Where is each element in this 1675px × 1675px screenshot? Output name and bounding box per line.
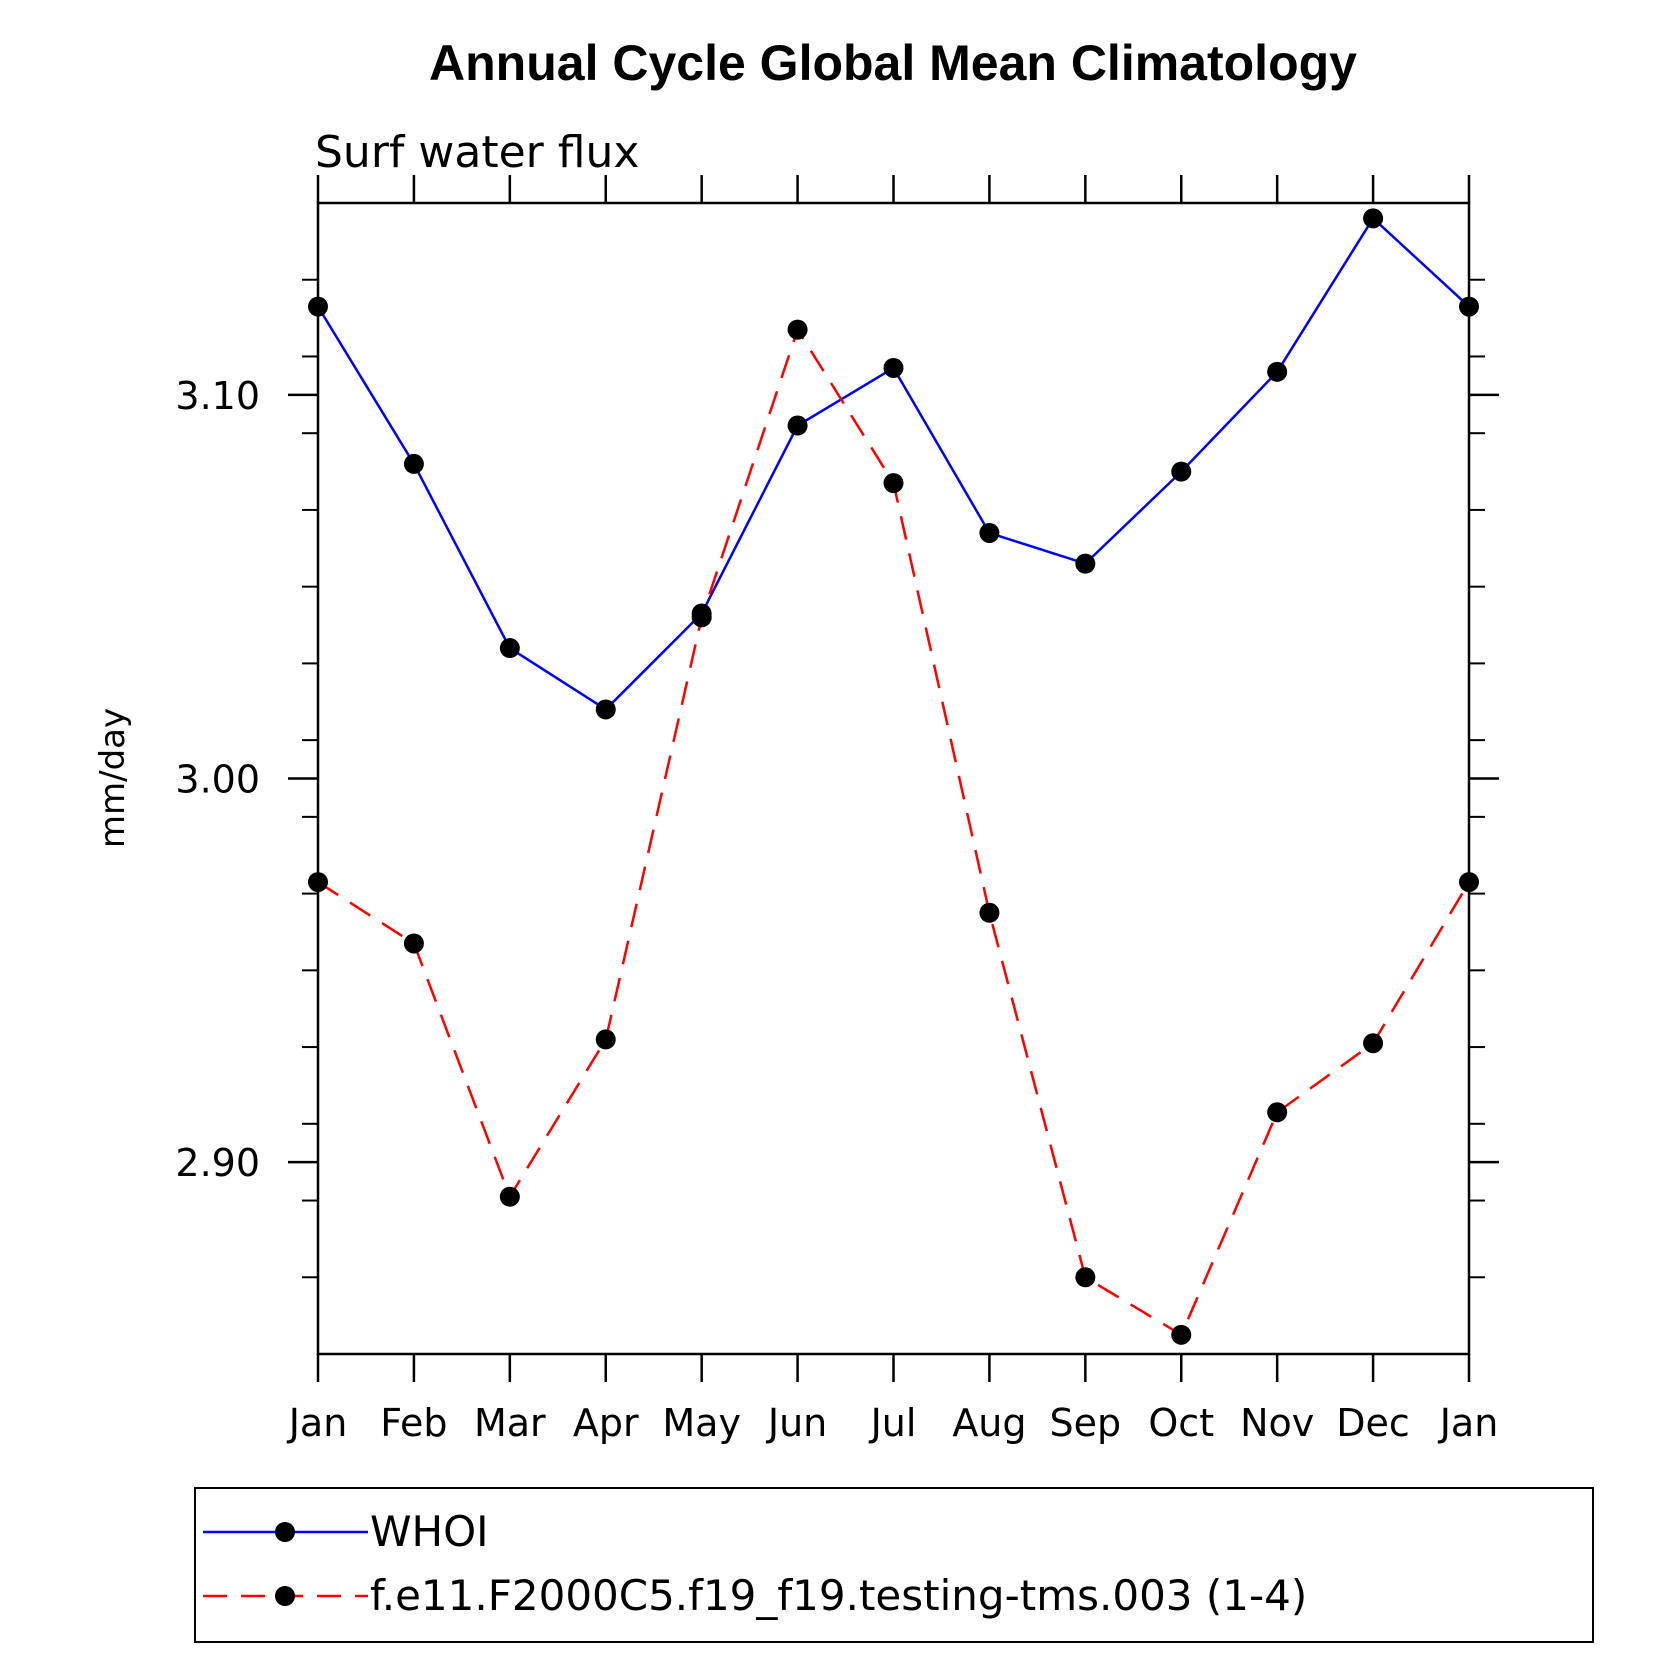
data-point-series-0 xyxy=(1459,296,1479,317)
data-point-series-0 xyxy=(1267,361,1288,382)
y-tick-label: 3.10 xyxy=(175,374,260,418)
x-tick-label: Oct xyxy=(1148,1401,1214,1445)
legend-marker-model xyxy=(275,1586,295,1606)
data-point-series-1 xyxy=(499,1186,520,1207)
data-point-series-0 xyxy=(595,699,616,720)
x-tick-label: Jan xyxy=(287,1401,348,1445)
x-tick-label: Dec xyxy=(1336,1401,1410,1445)
x-tick-label: May xyxy=(662,1401,741,1445)
data-point-series-1 xyxy=(1363,1033,1384,1054)
series-points xyxy=(308,208,1479,1345)
chart-subtitle: Surf water flux xyxy=(315,127,639,178)
x-tick-label: Aug xyxy=(952,1401,1026,1445)
data-point-series-1 xyxy=(1075,1267,1096,1288)
y-tick-label: 2.90 xyxy=(175,1141,260,1185)
legend-label-model: f.e11.F2000C5.f19_f19.testing-tms.003 (1… xyxy=(370,1571,1307,1620)
axis-ticks xyxy=(288,175,1499,1382)
data-point-series-0 xyxy=(979,522,1000,543)
data-point-series-1 xyxy=(883,473,904,494)
data-point-series-0 xyxy=(883,357,904,378)
legend-marker-whoi xyxy=(275,1522,295,1542)
data-point-series-0 xyxy=(1075,553,1096,574)
data-point-series-1 xyxy=(1267,1102,1288,1123)
x-tick-label: Jun xyxy=(766,1401,827,1445)
data-point-series-0 xyxy=(308,296,328,317)
legend-label-whoi: WHOI xyxy=(370,1507,489,1556)
data-point-series-0 xyxy=(1363,208,1384,229)
x-tick-label: Mar xyxy=(474,1401,546,1445)
data-point-series-0 xyxy=(787,415,808,436)
data-point-series-1 xyxy=(403,933,424,954)
data-point-series-1 xyxy=(691,607,712,628)
legend: WHOI f.e11.F2000C5.f19_f19.testing-tms.0… xyxy=(194,1487,1594,1643)
legend-box xyxy=(194,1487,1594,1643)
x-tick-label: Feb xyxy=(380,1401,447,1445)
chart-title: Annual Cycle Global Mean Climatology xyxy=(429,35,1357,91)
data-point-series-1 xyxy=(1459,872,1479,893)
data-point-series-0 xyxy=(403,453,424,474)
data-point-series-0 xyxy=(1171,461,1192,482)
y-tick-label: 3.00 xyxy=(175,758,260,802)
x-tick-label: Jan xyxy=(1438,1401,1499,1445)
y-axis-label: mm/day xyxy=(93,708,133,848)
x-tick-labels: Jan Feb Mar Apr May Jun Jul Aug Sep Oct Nov Dec Jan xyxy=(287,1401,1499,1445)
x-tick-label: Apr xyxy=(573,1401,639,1445)
x-tick-label: Nov xyxy=(1240,1401,1314,1445)
data-point-series-1 xyxy=(595,1029,616,1050)
data-point-series-1 xyxy=(1171,1324,1192,1345)
data-point-series-1 xyxy=(979,902,1000,923)
x-tick-label: Sep xyxy=(1050,1401,1122,1445)
data-point-series-0 xyxy=(499,638,520,659)
data-point-series-1 xyxy=(787,319,808,340)
series-lines xyxy=(316,216,1471,1337)
y-tick-labels: 2.90 3.00 3.10 xyxy=(175,374,260,1185)
x-tick-label: Jul xyxy=(869,1401,917,1445)
series-line-0 xyxy=(316,216,1470,711)
data-point-series-1 xyxy=(308,872,328,893)
